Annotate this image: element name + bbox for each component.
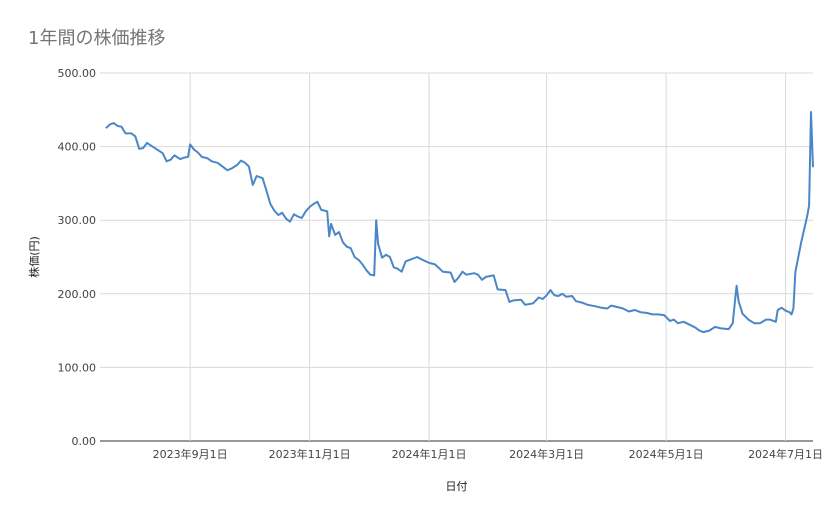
x-tick-label: 2024年3月1日 (509, 447, 584, 461)
x-tick-label: 2024年1月1日 (392, 447, 467, 461)
x-tick-label: 2023年9月1日 (153, 447, 228, 461)
y-tick-label: 300.00 (58, 214, 97, 227)
x-tick-label: 2024年7月1日 (748, 447, 823, 461)
price-series-line (105, 111, 814, 334)
y-tick-label: 200.00 (58, 288, 97, 301)
x-axis-ticks: 2023年9月1日 2023年11月1日 2024年1月1日 2024年3月1日 202… (153, 447, 823, 461)
y-tick-label: 0.00 (72, 435, 97, 448)
y-axis-label: 株価(円) (27, 236, 41, 278)
x-tick-label: 2024年5月1日 (629, 447, 704, 461)
y-tick-label: 500.00 (58, 67, 97, 80)
chart-title: 1年間の株価推移 (28, 28, 166, 49)
gridlines (100, 72, 813, 442)
y-axis-ticks: 0.00 100.00 200.00 300.00 400.00 500.00 (58, 67, 97, 448)
x-tick-label: 2023年11月1日 (269, 447, 351, 461)
x-axis-label: 日付 (446, 480, 468, 493)
y-tick-label: 100.00 (58, 361, 97, 374)
y-tick-label: 400.00 (58, 141, 97, 154)
